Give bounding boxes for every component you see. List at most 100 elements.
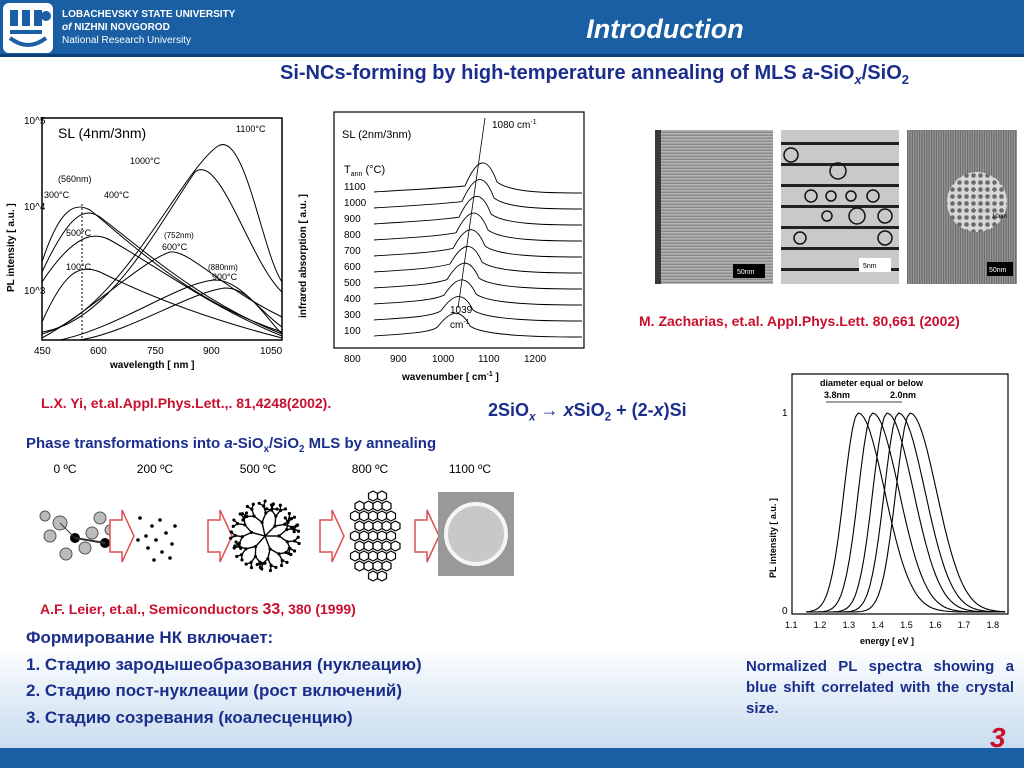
bottom-gradient-band xyxy=(0,648,1024,748)
norm-curve xyxy=(806,412,1006,613)
ir-x-axis-label: wavenumber [ cm-1 ] xyxy=(401,371,499,383)
phase-temp-label: 200 ºC xyxy=(136,462,174,476)
hex-cell xyxy=(376,570,388,582)
scattered-atoms xyxy=(136,516,177,562)
ir-temp-label: 800 xyxy=(344,230,361,241)
ir-x-tick: 800 xyxy=(344,354,361,365)
crystal-particle xyxy=(438,492,514,576)
pl-curve-400 xyxy=(41,212,283,335)
norm-y-tick: 1 xyxy=(782,408,788,419)
fractal-branch xyxy=(242,531,252,538)
pl-annotation: 100°C xyxy=(66,262,92,272)
fractal-node xyxy=(287,546,291,550)
ir-curve xyxy=(373,212,583,242)
ir-absorption-figure: infrared absorption [ a.u. ] SL (2nm/3nm… xyxy=(292,108,602,388)
fractal-node xyxy=(239,546,243,550)
ir-curve xyxy=(373,229,583,258)
russian-item-1: 1. Стадию зародышеобразования (нуклеацию… xyxy=(26,655,422,674)
phase-temp-label: 1100 ºC xyxy=(448,462,492,476)
fractal-branch xyxy=(261,512,267,523)
norm-curves-group xyxy=(806,412,1006,613)
pl-curve-500 xyxy=(41,235,283,337)
norm-x-tick: 1.4 xyxy=(871,620,884,630)
hex-cell xyxy=(390,540,401,552)
ir-x-tick: 1100 xyxy=(478,354,500,365)
fractal-branch xyxy=(264,525,276,537)
tem-superlattice-lines xyxy=(781,142,899,271)
fractal-node xyxy=(257,501,261,505)
ir-sample-label: SL (2nm/3nm) xyxy=(342,129,411,141)
fractal-branch xyxy=(255,535,266,547)
atom xyxy=(168,556,172,560)
tem-line xyxy=(781,268,899,271)
atom xyxy=(144,534,148,538)
atom xyxy=(158,518,162,522)
ir-temp-label: 900 xyxy=(344,214,361,225)
molecule-cluster xyxy=(39,510,116,561)
fractal-node xyxy=(229,530,233,534)
atom xyxy=(146,546,150,550)
norm-x-tick: 1.5 xyxy=(900,620,913,630)
fractal-branch xyxy=(278,528,288,537)
tem-image-1: 50nm xyxy=(655,130,773,284)
pl-y-tick: 10^3 xyxy=(24,286,46,297)
ir-peak-label-top: 1080 cm-1 xyxy=(492,119,537,131)
atom xyxy=(152,558,156,562)
pl-curve-100 xyxy=(41,268,283,339)
norm-y-tick: 0 xyxy=(782,606,788,617)
pl-plot-frame xyxy=(41,117,283,341)
tem-line xyxy=(781,226,899,229)
ir-curves-group xyxy=(373,162,583,338)
fractal-branch xyxy=(244,524,252,533)
hexagonal-network xyxy=(349,490,401,582)
ir-temp-label: 100 xyxy=(344,326,361,337)
header-stripe xyxy=(0,54,1024,57)
fractal-branch xyxy=(269,548,280,555)
fractal-node xyxy=(283,516,287,520)
fractal-node xyxy=(296,535,300,539)
hex-cell xyxy=(381,520,392,532)
pl-spectra-figure: PL intensity [ a.u. ] 10^5 10^4 10^3 SL … xyxy=(0,112,290,370)
norm-curve xyxy=(806,412,1006,613)
ir-temp-label: 700 xyxy=(344,246,361,257)
hex-cell xyxy=(358,530,370,542)
tem-line xyxy=(781,205,899,208)
pl-annotation: 500°C xyxy=(66,228,92,238)
russian-item-2: 2. Стадию пост-нуклеации (рост включений… xyxy=(26,681,403,700)
tem-scale-bar-3: 50nm xyxy=(989,267,1007,274)
hex-cell xyxy=(367,510,379,522)
norm-x-ticks: 1.1 1.2 1.3 1.4 1.5 1.6 1.7 1.8 xyxy=(785,620,999,630)
russian-heading: Формирование НК включает: xyxy=(26,628,274,647)
norm-x-axis-label: energy [ eV ] xyxy=(860,636,914,646)
tem-line xyxy=(781,247,899,250)
fractal-branch xyxy=(251,531,266,537)
fractal-node xyxy=(274,565,278,569)
footer-bar xyxy=(0,748,1024,768)
hex-cell xyxy=(349,510,361,522)
fractal-branch xyxy=(253,515,263,523)
hex-cell xyxy=(363,560,374,572)
hex-cell xyxy=(376,550,388,562)
hex-cell xyxy=(372,540,383,552)
hex-cell xyxy=(363,520,374,532)
norm-curve xyxy=(806,412,1006,613)
ir-curve xyxy=(373,162,583,194)
pl-annotation: (752nm) xyxy=(164,231,194,240)
fractal-node xyxy=(234,540,238,544)
citation-zacharias: M. Zacharias, et.al. Appl.Phys.Lett. 80,… xyxy=(639,313,960,329)
hex-cell xyxy=(367,550,379,562)
fractal-node xyxy=(275,507,279,511)
hex-cell xyxy=(381,500,392,512)
citation-yi: L.X. Yi, et.al.Appl.Phys.Lett.,. 81,4248… xyxy=(41,395,332,411)
header-bar xyxy=(0,0,1024,57)
ir-temp-label: 400 xyxy=(344,294,361,305)
hex-cell xyxy=(376,510,388,522)
fractal-node xyxy=(292,549,297,553)
phase-temp-label: 500 ºC xyxy=(239,462,277,476)
fractal-node xyxy=(249,565,254,570)
hex-cell xyxy=(376,490,388,502)
fractal-node xyxy=(285,560,289,564)
fractal-node xyxy=(278,503,282,507)
transition-arrow xyxy=(414,509,440,563)
hex-cell xyxy=(367,530,379,542)
